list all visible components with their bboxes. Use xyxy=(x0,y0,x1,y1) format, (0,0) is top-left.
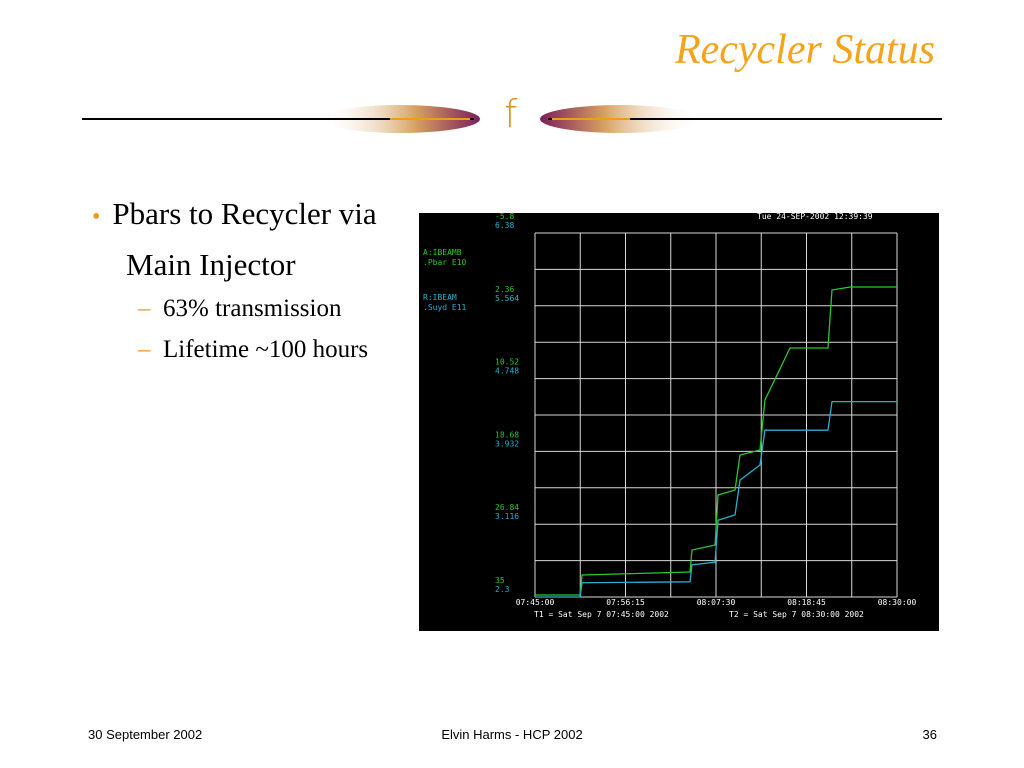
footer-left: 30 September 2002 xyxy=(88,727,203,742)
y2-tick-label: 3.932 xyxy=(495,439,519,448)
chart: Tue 24-SEP-2002 12:39:39 T1 = Sat Sep 7 … xyxy=(419,213,939,631)
y-tick-label: 26.84 xyxy=(495,503,519,512)
legend-name: A:IBEAMB xyxy=(423,248,462,257)
x-tick-label: 08:30:00 xyxy=(878,598,917,607)
y2-tick-label: 3.116 xyxy=(495,512,519,521)
x-tick-label: 08:07:30 xyxy=(697,598,736,607)
series-line xyxy=(535,286,897,596)
sub-bullet-text: Lifetime ~100 hours xyxy=(163,336,369,363)
chart-background xyxy=(419,213,939,631)
series-line xyxy=(535,400,897,598)
timestamp: Tue 24-SEP-2002 12:39:39 xyxy=(757,213,873,221)
y-tick-label: 2.36 xyxy=(495,285,514,294)
x-tick-label: 07:56:15 xyxy=(606,598,645,607)
sub-bullet: – 63% transmission xyxy=(138,295,342,322)
sub-bullet: – Lifetime ~100 hours xyxy=(138,336,369,363)
y-tick-label: 10.52 xyxy=(495,358,519,367)
x-tick-label: 07:45:00 xyxy=(516,598,555,607)
y2-tick-label: 5.564 xyxy=(495,294,519,303)
legend-detail: .Suyd E11 xyxy=(423,303,467,312)
bullet: • Pbars to Recycler via Main Injector xyxy=(92,196,377,282)
footer-center: Elvin Harms - HCP 2002 xyxy=(441,727,583,742)
y-tick-label: 35 xyxy=(495,576,505,585)
y-tick-label: -5.8 xyxy=(495,213,514,221)
logo: f xyxy=(504,92,518,136)
legend-detail: .Pbar E10 xyxy=(423,258,467,267)
footer-right: 36 xyxy=(922,727,937,742)
y-tick-label: 18.68 xyxy=(495,430,519,439)
slide-title: Recycler Status xyxy=(674,27,935,73)
x-tick-label: 08:18:45 xyxy=(787,598,826,607)
y2-tick-label: 4.748 xyxy=(495,367,519,376)
legend-name: R:IBEAM xyxy=(423,293,457,302)
t2: T2 = Sat Sep 7 08:30:00 2002 xyxy=(729,610,864,619)
bullet-text: Pbars to Recycler via Main Injector xyxy=(112,196,377,282)
bullets: • Pbars to Recycler via Main Injector – … xyxy=(92,190,382,370)
y2-tick-label: 2.3 xyxy=(495,585,510,594)
y2-tick-label: 6.38 xyxy=(495,221,514,230)
sub-bullet-text: 63% transmission xyxy=(163,295,342,322)
t1: T1 = Sat Sep 7 07:45:00 2002 xyxy=(534,610,669,619)
